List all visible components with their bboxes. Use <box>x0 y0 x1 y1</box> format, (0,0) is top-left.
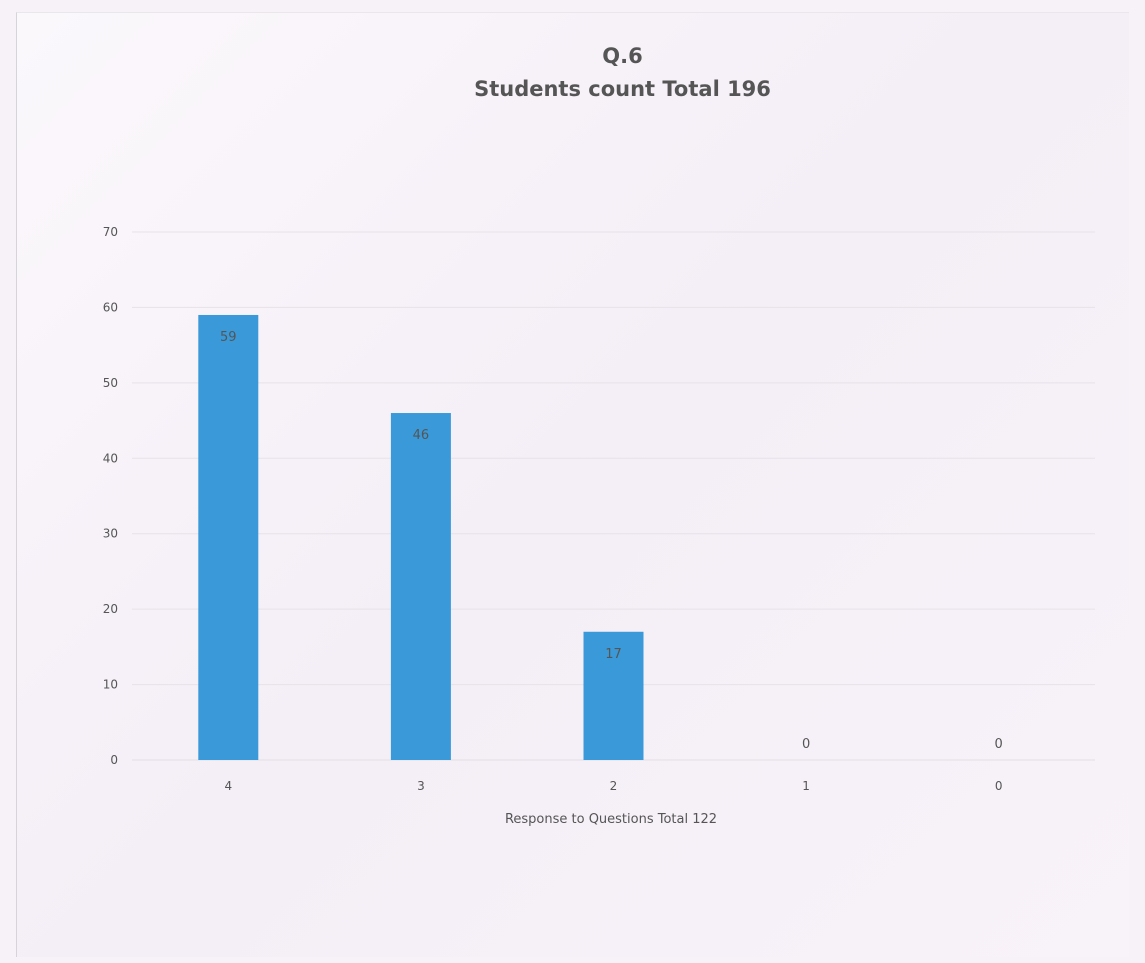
x-tick-label: 4 <box>224 779 232 793</box>
bars <box>198 314 644 760</box>
y-tick-label: 0 <box>110 753 118 767</box>
y-tick-label: 30 <box>103 527 118 541</box>
data-label-1: 0 <box>802 737 810 752</box>
y-tick-label: 10 <box>103 678 118 692</box>
bar-4 <box>198 314 259 760</box>
x-tick-label: 3 <box>417 779 425 793</box>
data-label-4: 59 <box>220 330 237 345</box>
chart-title: Q.6 <box>602 44 643 68</box>
y-tick-label: 20 <box>103 602 118 616</box>
y-tick-label: 50 <box>103 376 118 390</box>
x-tick-label: 2 <box>610 779 618 793</box>
data-labels: 59 46 17 0 0 <box>220 330 1003 752</box>
chart-subtitle: Students count Total 196 <box>474 77 771 101</box>
y-tick-label: 70 <box>103 225 118 239</box>
y-tick-label: 60 <box>103 300 118 314</box>
data-label-2: 17 <box>605 647 622 662</box>
y-axis-ticks: 0 10 20 30 40 50 60 70 <box>103 225 118 767</box>
bar-3 <box>390 413 451 760</box>
bar-2 <box>583 631 644 760</box>
y-tick-label: 40 <box>103 451 118 465</box>
x-tick-label: 1 <box>802 779 810 793</box>
data-label-0: 0 <box>995 737 1003 752</box>
data-label-3: 46 <box>413 428 430 443</box>
x-tick-label: 0 <box>995 779 1003 793</box>
x-axis-ticks: 4 3 2 1 0 <box>224 779 1002 793</box>
x-axis-label: Response to Questions Total 122 <box>505 812 717 827</box>
